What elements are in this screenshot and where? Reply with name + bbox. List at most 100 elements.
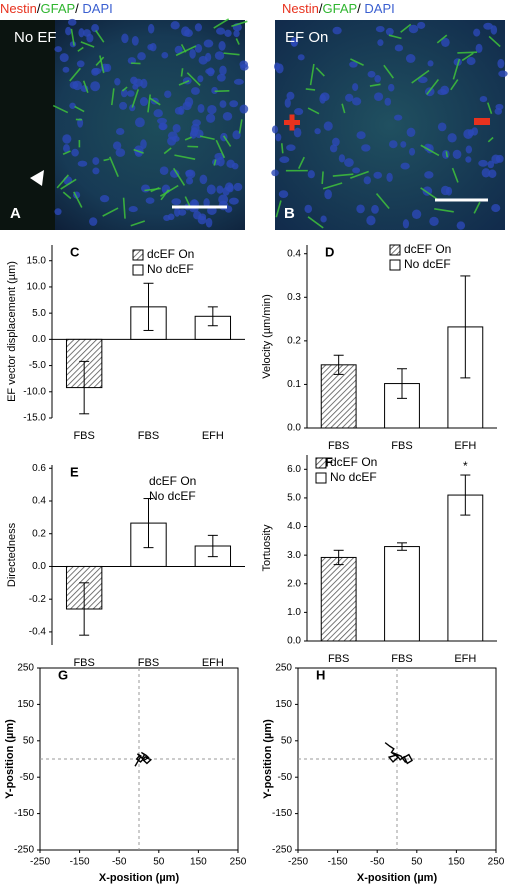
nucleus xyxy=(232,130,241,140)
nucleus xyxy=(181,26,190,37)
x-tick-label: FBS xyxy=(138,430,159,442)
nucleus xyxy=(158,122,168,131)
process xyxy=(321,171,324,185)
process xyxy=(222,135,232,147)
y-tick-label: 0.2 xyxy=(32,528,46,539)
y-tick-label: 150 xyxy=(17,699,34,710)
nucleus xyxy=(367,70,376,78)
nucleus xyxy=(132,83,139,90)
process xyxy=(280,143,284,154)
nucleus xyxy=(239,60,249,69)
y-tick-label: -15.0 xyxy=(23,413,46,424)
nucleus xyxy=(366,215,376,226)
nucleus xyxy=(91,24,100,33)
nucleus xyxy=(170,21,180,30)
x-tick-label: FBS xyxy=(328,440,349,452)
panel-b: EF On B xyxy=(271,20,508,230)
stain-name: Nestin xyxy=(0,1,37,16)
x-tick-label: 150 xyxy=(448,857,465,868)
error-bar xyxy=(207,534,218,558)
stain-legend: Nestin/GFAP/ DAPI xyxy=(282,1,395,16)
process xyxy=(238,119,243,134)
process xyxy=(375,193,390,209)
nucleus xyxy=(159,166,169,175)
y-tick-label: 0.1 xyxy=(287,379,301,390)
error-bar xyxy=(460,275,471,379)
y-tick-label: 50 xyxy=(281,735,293,746)
nucleus xyxy=(320,215,327,223)
process xyxy=(73,191,83,208)
nucleus xyxy=(408,147,416,156)
y-tick-label: 4.0 xyxy=(287,521,301,532)
panel-label: G xyxy=(58,667,68,682)
nucleus xyxy=(63,176,73,185)
process xyxy=(445,151,449,158)
process xyxy=(184,196,191,207)
nucleus xyxy=(67,18,77,26)
panel-a: No EF A xyxy=(0,18,249,230)
nucleus xyxy=(189,130,197,139)
y-tick-label: 0.4 xyxy=(32,496,46,507)
nucleus xyxy=(219,65,227,76)
nucleus xyxy=(465,156,472,163)
process xyxy=(60,178,77,190)
process xyxy=(95,56,105,66)
nucleus xyxy=(491,204,501,213)
process xyxy=(297,156,305,169)
annotation: * xyxy=(463,459,468,473)
y-tick-label: 3.0 xyxy=(287,550,301,561)
plus-sign xyxy=(289,114,295,131)
error-bar xyxy=(397,542,407,551)
nucleus xyxy=(445,186,453,196)
y-tick-label: -250 xyxy=(272,845,292,856)
process xyxy=(99,55,105,74)
image-caption: No EF xyxy=(14,29,57,46)
nucleus xyxy=(290,37,299,47)
legend-label: dcEF On xyxy=(330,455,377,469)
nucleus xyxy=(286,91,295,100)
nucleus xyxy=(400,162,410,170)
process xyxy=(69,67,81,82)
y-tick-label: 10.0 xyxy=(27,282,47,293)
nucleus xyxy=(65,26,72,36)
nucleus xyxy=(63,144,70,153)
y-tick-label: -0.2 xyxy=(29,594,47,605)
nucleus xyxy=(145,197,155,204)
y-tick-label: -150 xyxy=(272,808,292,819)
process xyxy=(383,64,394,79)
nucleus xyxy=(375,25,385,33)
nucleus xyxy=(194,43,203,53)
nucleus xyxy=(216,185,224,194)
nucleus xyxy=(463,129,474,139)
y-axis-title: Y-position (µm) xyxy=(262,719,274,799)
nucleus xyxy=(271,169,279,177)
nucleus xyxy=(363,176,372,185)
process xyxy=(350,58,364,66)
nucleus xyxy=(161,52,169,59)
nucleus xyxy=(126,90,135,97)
legend-label: dcEF On xyxy=(147,247,194,261)
process xyxy=(434,208,454,213)
x-tick-label: FBS xyxy=(328,653,349,665)
x-tick-label: -150 xyxy=(70,857,90,868)
y-tick-label: 6.0 xyxy=(287,464,301,475)
process xyxy=(332,173,354,177)
nucleus xyxy=(441,37,450,48)
y-tick-label: -5.0 xyxy=(29,360,47,371)
legend-label: No dcEF xyxy=(330,470,377,484)
y-axis-title: Directedness xyxy=(6,522,18,587)
x-tick-label: -250 xyxy=(288,857,308,868)
nucleus xyxy=(198,55,208,65)
nucleus xyxy=(297,54,305,61)
process xyxy=(184,136,192,141)
process xyxy=(305,88,316,91)
process xyxy=(369,83,381,87)
nucleus xyxy=(137,52,146,61)
process xyxy=(452,58,461,80)
process xyxy=(426,79,440,95)
nucleus xyxy=(427,60,434,67)
y-tick-label: 1.0 xyxy=(287,607,301,618)
y-tick-label: -0.4 xyxy=(29,627,47,638)
x-tick-label: 150 xyxy=(190,857,207,868)
nucleus xyxy=(218,194,229,205)
